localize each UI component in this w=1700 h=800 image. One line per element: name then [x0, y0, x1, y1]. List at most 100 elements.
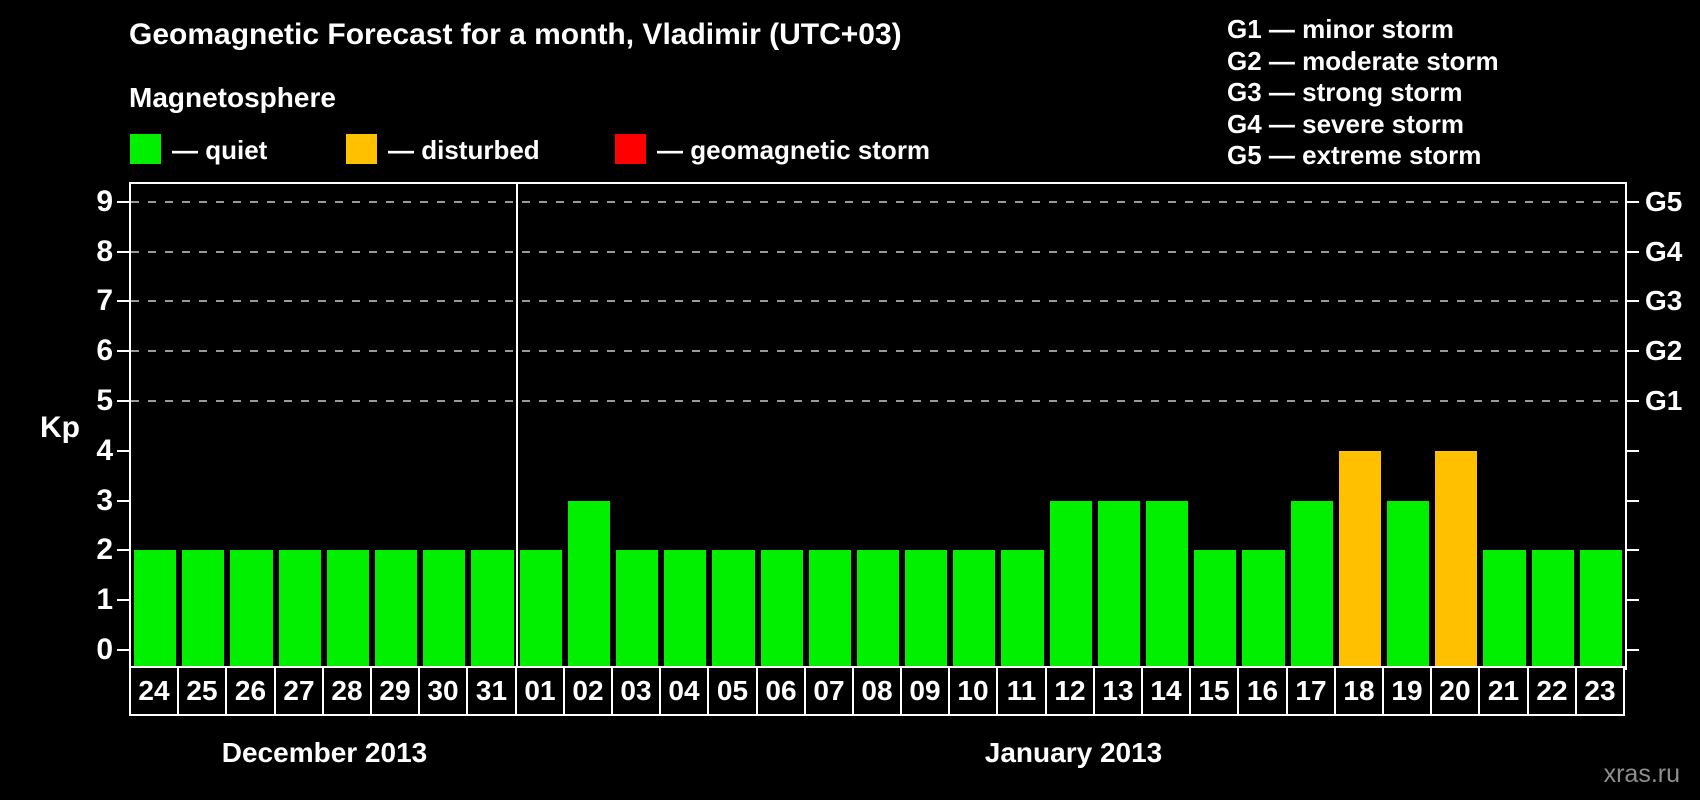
legend-disturbed-swatch: [346, 134, 377, 164]
day-cell-12: 12: [1045, 666, 1095, 716]
day-cell-15: 15: [1189, 666, 1239, 716]
bar-day-29: [374, 550, 418, 668]
right-axis-label-g3: G3: [1645, 285, 1683, 317]
day-cell-21: 21: [1478, 666, 1529, 716]
day-cell-10: 10: [948, 666, 998, 716]
month-label-january: January 2013: [984, 737, 1163, 768]
bar-day-15: [1194, 550, 1237, 668]
g-scale-legend: G1 — minor storm G2 — moderate storm G3 …: [1227, 14, 1499, 172]
y-tick-right-0: [1627, 649, 1639, 651]
g-scale-line-g5: G5 — extreme storm: [1227, 140, 1482, 171]
y-tick-label-9: 9: [96, 184, 113, 218]
y-tick-left-2: [117, 549, 129, 552]
day-cell-01: 01: [515, 666, 565, 716]
bar-day-24: [134, 550, 177, 668]
bar-day-19: [1387, 500, 1430, 668]
y-tick-left-1: [117, 599, 129, 602]
y-tick-right-3: [1627, 499, 1639, 502]
y-tick-label-8: 8: [96, 234, 113, 268]
legend-quiet-swatch: [130, 134, 161, 164]
day-cell-09: 09: [900, 666, 950, 716]
right-axis-label-g5: G5: [1645, 185, 1683, 217]
y-tick-right-7: [1627, 300, 1639, 303]
day-cell-30: 30: [418, 666, 468, 716]
y-tick-label-5: 5: [96, 384, 113, 417]
legend-storm-label: — geomagnetic storm: [657, 135, 931, 165]
y-tick-label-1: 1: [96, 583, 113, 617]
y-tick-left-5: [117, 400, 129, 402]
g-scale-line-g4: G4 — severe storm: [1227, 108, 1465, 139]
day-cell-14: 14: [1141, 666, 1191, 716]
day-cell-25: 25: [177, 666, 227, 716]
y-tick-right-1: [1627, 599, 1639, 602]
day-cell-06: 06: [756, 666, 806, 716]
y-tick-left-0: [117, 649, 129, 651]
bar-day-13: [1097, 500, 1141, 668]
bar-day-22: [1531, 550, 1574, 668]
y-tick-right-6: [1627, 350, 1639, 353]
day-cell-02: 02: [563, 666, 613, 716]
bar-day-21: [1483, 550, 1526, 668]
bar-day-18: [1338, 450, 1382, 668]
day-cell-11: 11: [996, 666, 1047, 716]
legend-quiet-label: — quiet: [172, 135, 268, 165]
month-divider-line: [515, 184, 518, 668]
bar-day-03: [615, 550, 659, 668]
bar-day-26: [230, 550, 273, 668]
bar-day-10: [953, 550, 996, 668]
day-cell-18: 18: [1334, 666, 1384, 716]
watermark: xras.ru: [1603, 760, 1680, 788]
gridline-kp9: [131, 200, 1625, 203]
bar-day-11: [1001, 550, 1044, 668]
bar-day-23: [1579, 550, 1622, 668]
bar-day-31: [471, 550, 514, 668]
y-tick-right-5: [1627, 400, 1639, 402]
gridline-kp5: [131, 400, 1625, 402]
day-cell-20: 20: [1430, 666, 1480, 716]
month-label-december: December 2013: [221, 737, 428, 768]
day-cell-22: 22: [1527, 666, 1577, 716]
day-cell-28: 28: [322, 666, 372, 716]
bar-day-05: [712, 550, 755, 668]
y-tick-right-8: [1627, 250, 1639, 253]
y-tick-left-3: [117, 499, 129, 502]
y-tick-right-4: [1627, 449, 1639, 452]
day-cell-26: 26: [225, 666, 276, 716]
bar-day-20: [1435, 450, 1478, 668]
day-cell-16: 16: [1237, 666, 1288, 716]
right-axis-label-g4: G4: [1645, 235, 1683, 267]
chart-title: Geomagnetic Forecast for a month, Vladim…: [129, 18, 902, 51]
day-cell-31: 31: [466, 666, 517, 716]
day-cell-17: 17: [1286, 666, 1336, 716]
day-cell-08: 08: [852, 666, 902, 716]
bar-day-08: [856, 550, 900, 668]
magnetosphere-label: Magnetosphere: [129, 82, 336, 113]
bar-day-17: [1290, 500, 1333, 668]
day-cell-03: 03: [611, 666, 661, 716]
legend-disturbed-label: — disturbed: [388, 135, 540, 165]
bar-day-12: [1049, 500, 1092, 668]
bar-day-01: [519, 550, 562, 668]
bar-day-30: [423, 550, 466, 668]
day-cell-05: 05: [707, 666, 758, 716]
bar-day-07: [808, 550, 851, 668]
bar-day-27: [278, 550, 321, 668]
kp-axis-label: Kp: [40, 411, 80, 444]
y-tick-label-3: 3: [96, 483, 113, 517]
bar-day-16: [1242, 550, 1285, 668]
day-cell-13: 13: [1093, 666, 1143, 716]
bar-day-02: [567, 500, 610, 668]
day-cell-24: 24: [129, 666, 179, 716]
g-scale-line-g3: G3 — strong storm: [1227, 77, 1463, 108]
day-cell-27: 27: [274, 666, 324, 716]
day-cell-19: 19: [1382, 666, 1432, 716]
y-tick-left-7: [117, 300, 129, 303]
g-scale-line-g2: G2 — moderate storm: [1227, 45, 1499, 76]
bar-day-14: [1146, 500, 1189, 668]
y-tick-right-2: [1627, 549, 1639, 552]
y-tick-label-7: 7: [96, 284, 113, 318]
y-tick-left-4: [117, 449, 129, 452]
y-tick-left-6: [117, 350, 129, 353]
y-tick-label-6: 6: [96, 334, 113, 368]
g-scale-line-g1: G1 — minor storm: [1227, 14, 1454, 44]
